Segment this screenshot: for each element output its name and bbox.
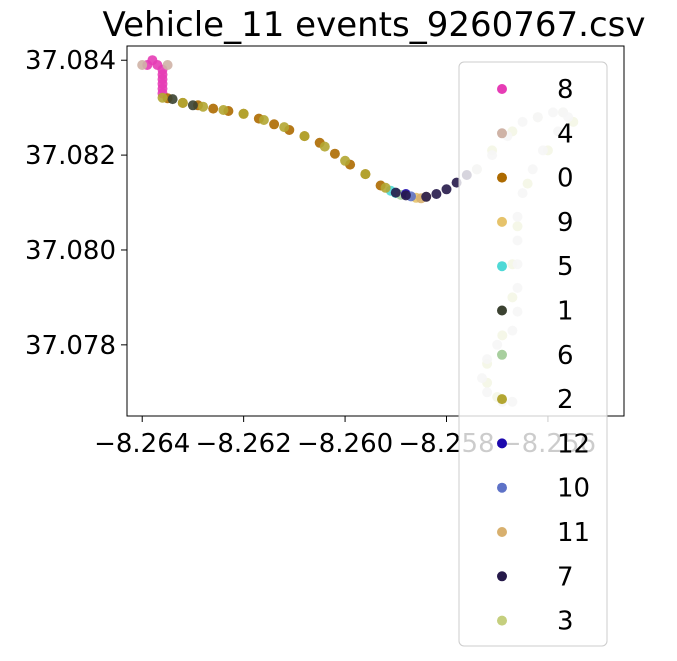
data-point-series-7-8 <box>319 141 330 152</box>
legend-label-12: 3 <box>557 607 574 637</box>
legend-label-8: 12 <box>557 429 590 459</box>
data-point-series-7-11 <box>380 182 391 193</box>
data-point-series-7-6 <box>279 122 290 133</box>
legend-marker-0 <box>497 84 507 94</box>
data-point-series-1-0 <box>137 60 148 70</box>
data-point-series-11-4 <box>441 184 452 195</box>
data-point-series-7-0 <box>157 92 168 103</box>
data-point-series-7-10 <box>360 169 371 180</box>
data-point-series-1-1 <box>162 60 173 70</box>
data-point-series-7-1 <box>177 97 188 108</box>
legend-label-9: 10 <box>557 474 590 504</box>
y-tick-label-2: 37.082 <box>25 141 116 171</box>
legend-label-5: 1 <box>557 297 574 327</box>
y-tick-label-3: 37.084 <box>25 46 116 76</box>
data-point-series-7-2 <box>198 101 209 112</box>
data-point-series-5-1 <box>187 100 198 111</box>
legend-marker-5 <box>497 305 507 316</box>
legend-label-2: 0 <box>557 164 574 194</box>
y-tick-label-0: 37.078 <box>25 331 116 361</box>
data-point-series-11-0 <box>390 187 401 198</box>
data-point-series-11-3 <box>431 189 442 199</box>
x-tick-label-2: −8.260 <box>297 429 393 459</box>
data-point-series-7-7 <box>299 131 310 142</box>
legend-marker-2 <box>497 172 507 183</box>
legend-marker-6 <box>497 349 507 360</box>
legend-marker-12 <box>497 615 507 626</box>
data-point-series-7-4 <box>238 108 249 119</box>
x-tick-label-1: −8.262 <box>196 429 292 459</box>
y-axis: 37.078 37.080 37.082 37.084 <box>25 46 127 361</box>
legend-label-6: 6 <box>557 341 574 371</box>
legend-label-1: 4 <box>557 119 574 149</box>
data-point-series-7-5 <box>258 115 269 125</box>
legend-box <box>458 61 608 647</box>
legend-marker-11 <box>497 571 507 582</box>
data-point-series-7-3 <box>218 105 229 115</box>
legend-label-3: 9 <box>557 208 574 238</box>
x-tick-label-0: −8.264 <box>94 429 190 459</box>
data-point-series-2-11 <box>329 148 340 159</box>
legend-label-10: 11 <box>557 518 590 548</box>
legend-label-7: 2 <box>557 385 574 415</box>
legend-label-0: 8 <box>557 75 574 105</box>
data-point-series-5-0 <box>167 94 178 105</box>
legend-marker-8 <box>497 438 507 449</box>
data-point-series-11-1 <box>400 190 411 201</box>
legend-marker-9 <box>497 482 507 493</box>
legend-marker-3 <box>497 216 507 227</box>
legend-marker-7 <box>497 394 507 405</box>
legend-label-4: 5 <box>557 252 574 282</box>
data-point-series-2-7 <box>269 119 280 130</box>
legend-marker-4 <box>497 261 507 272</box>
data-point-series-7-9 <box>340 155 351 166</box>
legend-label-11: 7 <box>557 562 574 592</box>
legend: 8 4 0 9 5 1 6 2 12 10 11 7 3 <box>458 61 608 647</box>
chart-title: Vehicle_11 events_9260767.csv <box>103 5 646 45</box>
legend-marker-1 <box>497 128 507 139</box>
legend-marker-10 <box>497 527 507 537</box>
data-point-series-2-3 <box>208 103 219 114</box>
y-tick-label-1: 37.080 <box>25 236 116 266</box>
data-point-series-11-2 <box>421 191 432 202</box>
plot-frame <box>126 45 625 417</box>
